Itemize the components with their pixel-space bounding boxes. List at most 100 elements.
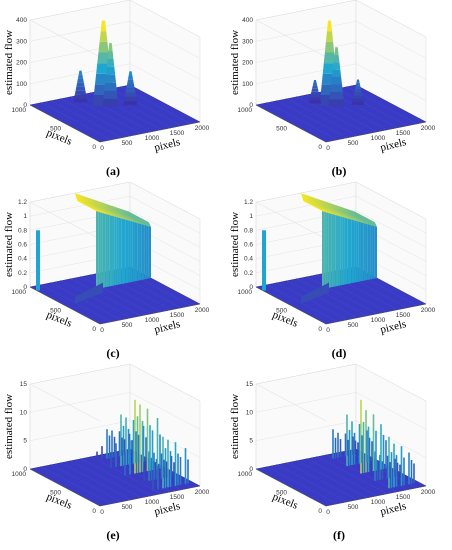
surface-wall [367, 219, 371, 280]
x-tick-label: 500 [122, 504, 133, 511]
x-tick-label: 2000 [421, 125, 436, 132]
y-axis-line [255, 104, 327, 143]
x-axis-line [99, 121, 201, 143]
x-tick-label: 1500 [170, 130, 185, 137]
surface-peak [353, 92, 363, 96]
z-tick-label: 10 [20, 409, 28, 416]
x-tick-label: 1000 [371, 135, 386, 142]
y-axis-line [29, 286, 101, 325]
x-tick-label: 1500 [170, 494, 185, 501]
z-grid-line [255, 363, 427, 402]
z-tick-label: 400 [16, 17, 27, 24]
floor-mesh-line [49, 99, 121, 138]
z-grid-line [255, 42, 427, 80]
z-grid-line [29, 21, 201, 59]
surface-peak [127, 79, 134, 85]
surface-wall [148, 222, 151, 279]
floor-mesh-line [265, 101, 337, 140]
z-tick-label: 100 [16, 81, 27, 88]
panel-caption: (d) [332, 346, 347, 360]
floor-mesh-line [49, 463, 121, 502]
panel-caption: (f) [333, 528, 345, 542]
y-tick-label: 0 [318, 508, 322, 515]
x-tick-label: 0 [100, 327, 104, 334]
z-grid-line [255, 195, 427, 234]
surface-wall [347, 212, 350, 285]
y-axis-line [29, 104, 101, 143]
surface-top [127, 210, 151, 228]
y-tick-label: 1000 [12, 107, 27, 114]
surface-wall [121, 212, 124, 285]
z-tick-label: 0 [249, 284, 253, 291]
z-axis-title: estimated flow [3, 30, 15, 95]
z-tick-label: 200 [16, 60, 27, 67]
z-tick-label: 0 [249, 466, 253, 473]
x-tick-label: 1000 [371, 317, 386, 324]
surface-wall [331, 207, 334, 288]
surface-wall [109, 208, 113, 287]
floor-mesh-line [285, 461, 357, 500]
z-tick-label: 0.4 [244, 256, 253, 263]
surface-wall [141, 219, 145, 280]
z-grid-line [29, 420, 201, 458]
surface-wall [324, 204, 327, 289]
y-tick-label: 500 [50, 490, 61, 497]
z-tick-label: 0 [23, 102, 27, 109]
x-tick-label: 500 [348, 504, 359, 511]
surface-wall [146, 221, 149, 280]
floor-mesh-line [265, 465, 337, 504]
chart-panel-d: 0 0.2 0.4 0.6 0.8 1 1.2 0 500 1000 1500 2000 0 500 100… [229, 181, 436, 360]
y-tick-label: 0 [92, 144, 96, 151]
floor-mesh-line [295, 277, 367, 316]
z-tick-label: 0.8 [18, 227, 27, 234]
z-grid-line [255, 181, 427, 220]
surface-wall [107, 208, 110, 287]
y-axis-title: pixels [45, 491, 74, 512]
z-grid-line [29, 181, 201, 220]
surface-peak [77, 74, 84, 79]
surface-peak [75, 86, 86, 91]
z-tick-label: 0 [249, 102, 253, 109]
y-tick-label: 0 [92, 508, 96, 515]
y-axis-line [255, 468, 327, 507]
z-grid-line [29, 63, 201, 101]
surface-wall [333, 208, 336, 287]
z-tick-label: 5 [249, 438, 253, 445]
z-tick-label: 0.2 [18, 270, 27, 277]
surface-peak [334, 47, 339, 55]
floor-mesh-line [49, 281, 121, 320]
surface-peak [310, 94, 320, 98]
z-axis-title: estimated flow [229, 394, 241, 459]
y-tick-label: 1000 [238, 289, 253, 296]
x-tick-label: 0 [100, 145, 104, 152]
surface-peak [353, 95, 363, 99]
surface-wall [335, 208, 339, 287]
surface-peak [97, 52, 110, 64]
surface-peak [313, 80, 317, 83]
floor-mesh-line [69, 277, 141, 316]
x-tick-label: 1000 [145, 317, 160, 324]
x-tick-label: 500 [348, 140, 359, 147]
surface-wall [105, 207, 108, 288]
surface-peak [311, 88, 319, 92]
surface-peak [78, 70, 83, 75]
x-tick-label: 1000 [371, 499, 386, 506]
surface-wall [358, 216, 361, 282]
y-tick-label: 0 [318, 144, 322, 151]
floor-mesh-line [79, 275, 151, 314]
z-tick-label: 0.6 [244, 242, 253, 249]
surface-wall [130, 215, 133, 283]
surface-wall [365, 218, 368, 281]
x-tick-label: 500 [122, 322, 133, 329]
z-axis-title: estimated flow [3, 212, 15, 277]
surface-peak [74, 90, 87, 95]
y-tick-label: 1000 [238, 471, 253, 478]
surface-wall [326, 205, 329, 289]
surface-peak [308, 100, 322, 104]
x-tick-label: 1500 [396, 312, 411, 319]
surface-peak [102, 98, 119, 107]
surface-peak [126, 84, 135, 89]
y-tick-label: 0 [318, 326, 322, 333]
floor-mesh-line [39, 101, 111, 140]
